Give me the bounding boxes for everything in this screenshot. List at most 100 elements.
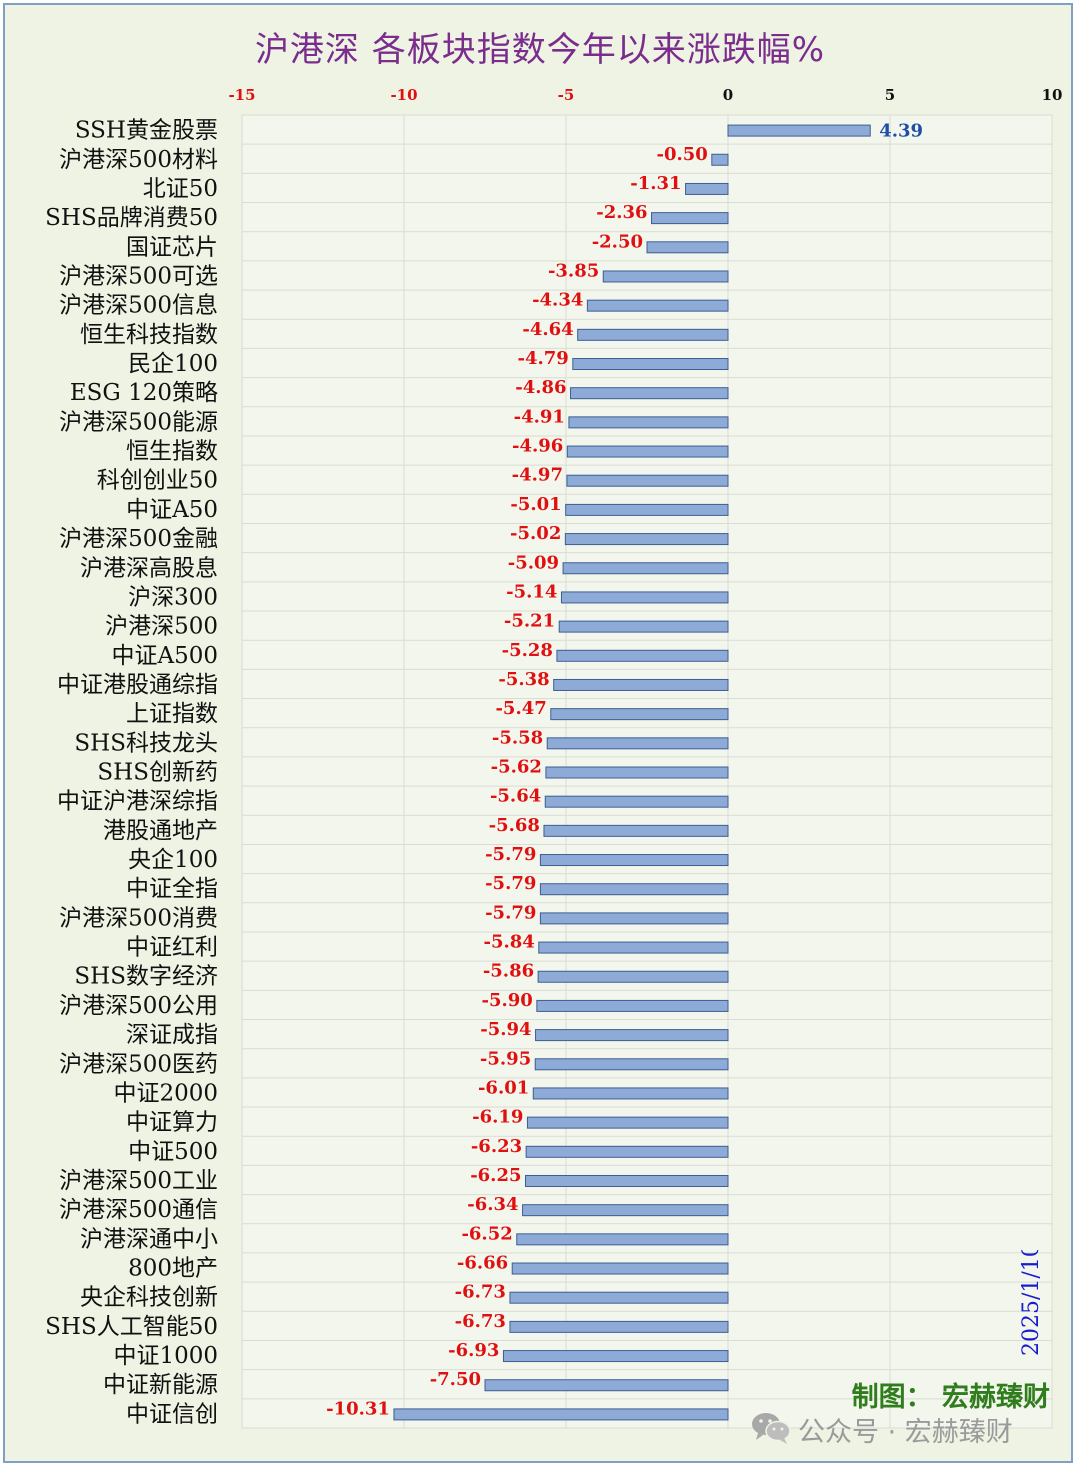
category-label: 沪港深500公用 (59, 993, 218, 1019)
value-label: -5.79 (485, 873, 536, 894)
value-labels: 4.39 -0.50 -1.31 -2.36 -2.50 -3.85 -4.34 -4.64 -… (326, 121, 923, 1420)
category-label: 中证1000 (113, 1343, 218, 1369)
category-label: 科创创业50 (97, 468, 218, 494)
value-label: -6.34 (467, 1194, 518, 1215)
bar (568, 416, 729, 429)
category-label: 中证港股通综指 (57, 672, 218, 698)
value-label: -6.23 (471, 1136, 522, 1157)
value-label: -4.97 (512, 465, 563, 486)
credit-text: 制图： 宏赫臻财 (851, 1382, 1050, 1413)
x-tick-label: 5 (885, 86, 895, 104)
category-label: 恒生科技指数 (80, 322, 218, 348)
x-tick-label: 0 (723, 86, 733, 104)
chart-title: 沪港深 各板块指数今年以来涨跌幅% (254, 30, 826, 70)
value-label: -6.01 (478, 1077, 529, 1098)
bars (393, 124, 871, 1421)
category-label: ESG 120策略 (70, 380, 218, 406)
value-label: -4.79 (517, 348, 568, 369)
category-label: 沪港深500可选 (59, 263, 218, 289)
bar (553, 678, 729, 691)
value-label: -6.93 (448, 1340, 499, 1361)
bar (651, 212, 729, 225)
bar (565, 503, 729, 516)
category-label: 沪港深通中小 (80, 1226, 218, 1252)
category-label: 沪港深500信息 (59, 293, 218, 319)
value-label: -5.58 (492, 727, 543, 748)
value-label: -3.85 (548, 260, 599, 281)
bar (558, 620, 729, 633)
category-label: 国证芯片 (126, 234, 218, 260)
value-label: -5.28 (502, 640, 553, 661)
category-label: 沪港深500消费 (59, 905, 218, 931)
value-label: -5.47 (495, 698, 546, 719)
x-axis-ticks: -15 -10 -5 0 5 10 (228, 86, 1062, 104)
category-label: SHS创新药 (97, 760, 218, 786)
category-label: 中证信创 (126, 1401, 218, 1427)
category-label: 中证新能源 (103, 1372, 218, 1398)
bar (556, 649, 729, 662)
category-label: 中证全指 (126, 876, 218, 902)
bar (539, 912, 729, 925)
category-label: 中证A50 (126, 497, 218, 523)
category-label: 中证沪港深综指 (57, 789, 218, 815)
bar (502, 1350, 729, 1363)
bar (560, 591, 729, 604)
value-label: -0.50 (656, 144, 707, 165)
value-label: -2.36 (596, 202, 647, 223)
category-label: 沪港深500通信 (59, 1197, 218, 1223)
category-label: SSH黄金股票 (75, 118, 218, 144)
value-label: -5.95 (480, 1048, 531, 1069)
bar (539, 883, 729, 896)
category-label: 中证A500 (111, 643, 218, 669)
category-label: 沪港深500金融 (59, 526, 218, 552)
value-label: -1.31 (630, 173, 681, 194)
category-label: 恒生指数 (126, 439, 218, 465)
bar (522, 1204, 729, 1217)
value-label: -10.31 (326, 1398, 390, 1419)
bar (536, 999, 729, 1012)
bar (646, 241, 729, 254)
bar (570, 387, 729, 400)
x-tick-label: -15 (228, 86, 255, 104)
value-label: -6.73 (455, 1311, 506, 1332)
value-label: -5.62 (491, 757, 542, 778)
bar (564, 533, 729, 546)
value-label: -6.19 (472, 1107, 523, 1128)
value-label: -5.86 (483, 961, 534, 982)
bar (535, 1029, 729, 1042)
value-label: -4.64 (522, 319, 573, 340)
category-label: SHS科技龙头 (74, 730, 218, 756)
bar (545, 766, 729, 779)
x-tick-label: -5 (558, 86, 575, 104)
bar (727, 124, 871, 137)
category-label: SHS人工智能50 (45, 1314, 218, 1340)
value-label: -6.66 (457, 1253, 508, 1274)
value-label: -5.09 (508, 552, 559, 573)
category-label: 民企100 (128, 351, 218, 377)
category-label: 沪港深500 (105, 614, 218, 640)
value-label: -5.79 (485, 844, 536, 865)
value-label: -6.73 (455, 1282, 506, 1303)
value-label: -4.86 (515, 377, 566, 398)
category-label: 央企100 (128, 847, 218, 873)
bar (543, 824, 729, 837)
bar (577, 328, 729, 341)
category-label: 深证成指 (126, 1022, 218, 1048)
category-label: 北证50 (143, 176, 218, 202)
category-label: 沪港深500能源 (59, 409, 218, 435)
category-label: SHS数字经济 (74, 964, 218, 990)
bar (509, 1291, 729, 1304)
value-label: -4.96 (512, 436, 563, 457)
bar (566, 474, 729, 487)
category-label: 中证算力 (126, 1110, 218, 1136)
category-label: 沪港深500材料 (59, 147, 218, 173)
value-label: -5.94 (480, 1019, 531, 1040)
bar (586, 299, 729, 312)
bar (544, 795, 729, 808)
category-label: SHS品牌消费50 (45, 205, 218, 231)
value-label: -5.64 (490, 786, 541, 807)
bar (516, 1233, 729, 1246)
value-label: -6.52 (461, 1223, 512, 1244)
bar (550, 708, 729, 721)
